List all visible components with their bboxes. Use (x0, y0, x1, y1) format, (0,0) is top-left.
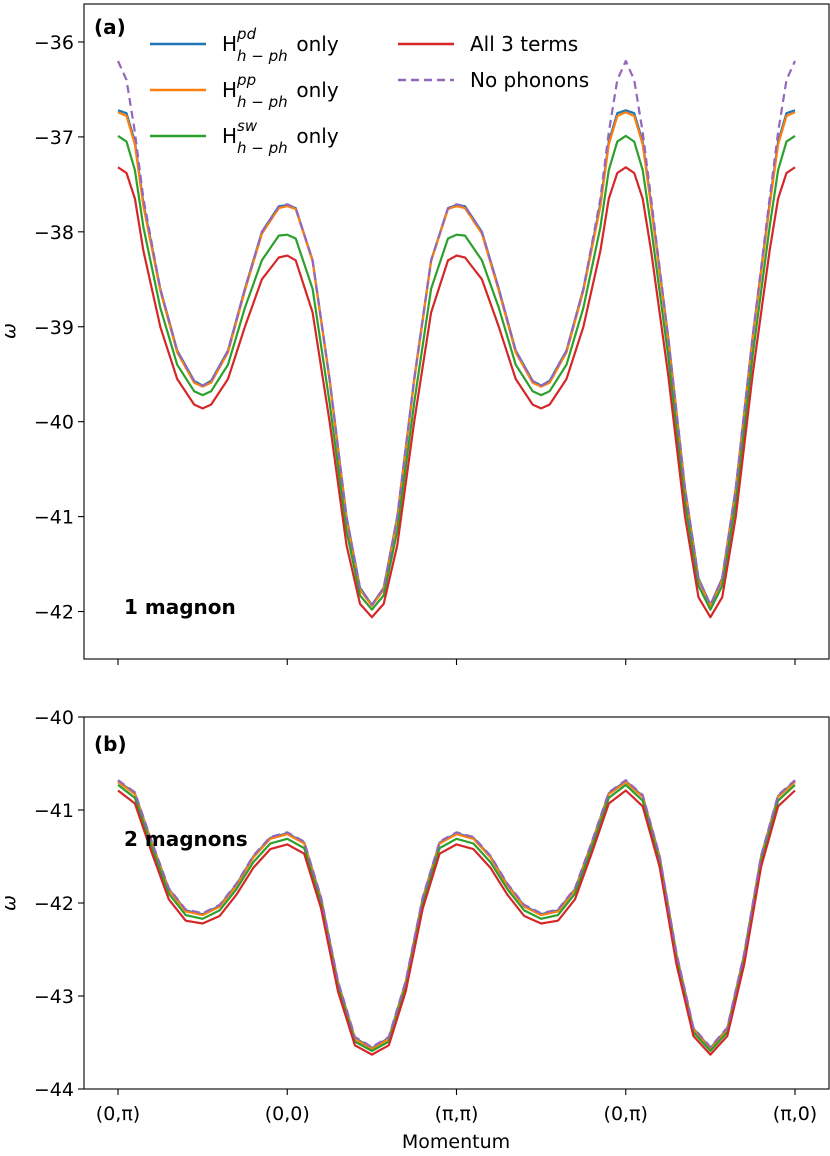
panel-b-label: (b) (94, 732, 127, 756)
panel-a-series-group (116, 59, 797, 619)
panel-b-x-tick-label: (0,π) (604, 1103, 648, 1125)
panel-a-y-axis: −36 −37 −38 −39 −40 −41 −42 (34, 32, 84, 624)
panel-a-y-tick-label: −42 (34, 602, 74, 624)
panel-a-y-tick-label: −37 (34, 127, 74, 149)
panel-a-annotation: 1 magnon (124, 595, 236, 619)
legend-item-pd: Hpd h − ph only (150, 25, 339, 65)
panel-a-x-axis (117, 659, 796, 665)
panel-b-series-group (117, 779, 796, 1056)
panel-a-label: (a) (94, 15, 126, 39)
panel-b-x-tick-label: (π,π) (435, 1103, 479, 1125)
panel-b-y-axis: −40 −41 −42 −43 −44 (34, 707, 84, 1101)
panel-b-x-tick-label: (0,π) (96, 1103, 140, 1125)
x-axis-title: Momentum (402, 1131, 510, 1153)
panel-a: −36 −37 −38 −39 −40 −41 −42 (a) 1 magnon ω Hpd… (0, 3, 830, 665)
panel-b-line-none (117, 779, 796, 1049)
legend-label-pd: Hpd h − ph only (222, 25, 339, 65)
panel-b-line-sw (117, 783, 796, 1052)
legend: Hpd h − ph only Hpp h − ph only Hsw h − ph on… (150, 25, 589, 157)
legend-item-sw: Hsw h − ph only (150, 117, 339, 157)
panel-b-x-axis: (0,π) (0,0) (π,π) (0,π) (π,0) (96, 1089, 817, 1125)
legend-item-all: All 3 terms (398, 32, 578, 56)
panel-b-y-tick-label: −42 (34, 893, 74, 915)
panel-b-x-tick-label: (0,0) (265, 1103, 310, 1125)
legend-label-sw: Hsw h − ph only (222, 117, 339, 157)
panel-a-y-tick-label: −40 (34, 412, 74, 434)
panel-b-y-tick-label: −41 (34, 800, 74, 822)
panel-b-y-tick-label: −40 (34, 707, 74, 729)
legend-label-pp: Hpp h − ph only (222, 71, 339, 111)
legend-label-all: All 3 terms (470, 32, 578, 56)
panel-b-annotation: 2 magnons (124, 827, 248, 851)
panel-a-y-tick-label: −41 (34, 507, 74, 529)
panel-a-y-tick-label: −39 (34, 317, 74, 339)
panel-b: −40 −41 −42 −43 −44 (0,π) (0,0) (π,π) (0,π) (π,0… (0, 707, 830, 1153)
panel-b-y-tick-label: −44 (34, 1079, 74, 1101)
panel-b-line-all (117, 789, 796, 1056)
panel-a-line-all (117, 166, 796, 619)
panel-b-y-label: ω (0, 895, 20, 911)
legend-item-pp: Hpp h − ph only (150, 71, 339, 111)
legend-item-none: No phonons (398, 68, 589, 92)
panel-a-y-label: ω (0, 323, 20, 339)
panel-b-x-tick-label: (π,0) (773, 1103, 817, 1125)
panel-a-y-tick-label: −38 (34, 222, 74, 244)
panel-b-y-tick-label: −43 (34, 986, 74, 1008)
panel-a-line-sw (117, 134, 796, 611)
legend-label-none: No phonons (470, 68, 589, 92)
panel-a-y-tick-label: −36 (34, 32, 74, 54)
